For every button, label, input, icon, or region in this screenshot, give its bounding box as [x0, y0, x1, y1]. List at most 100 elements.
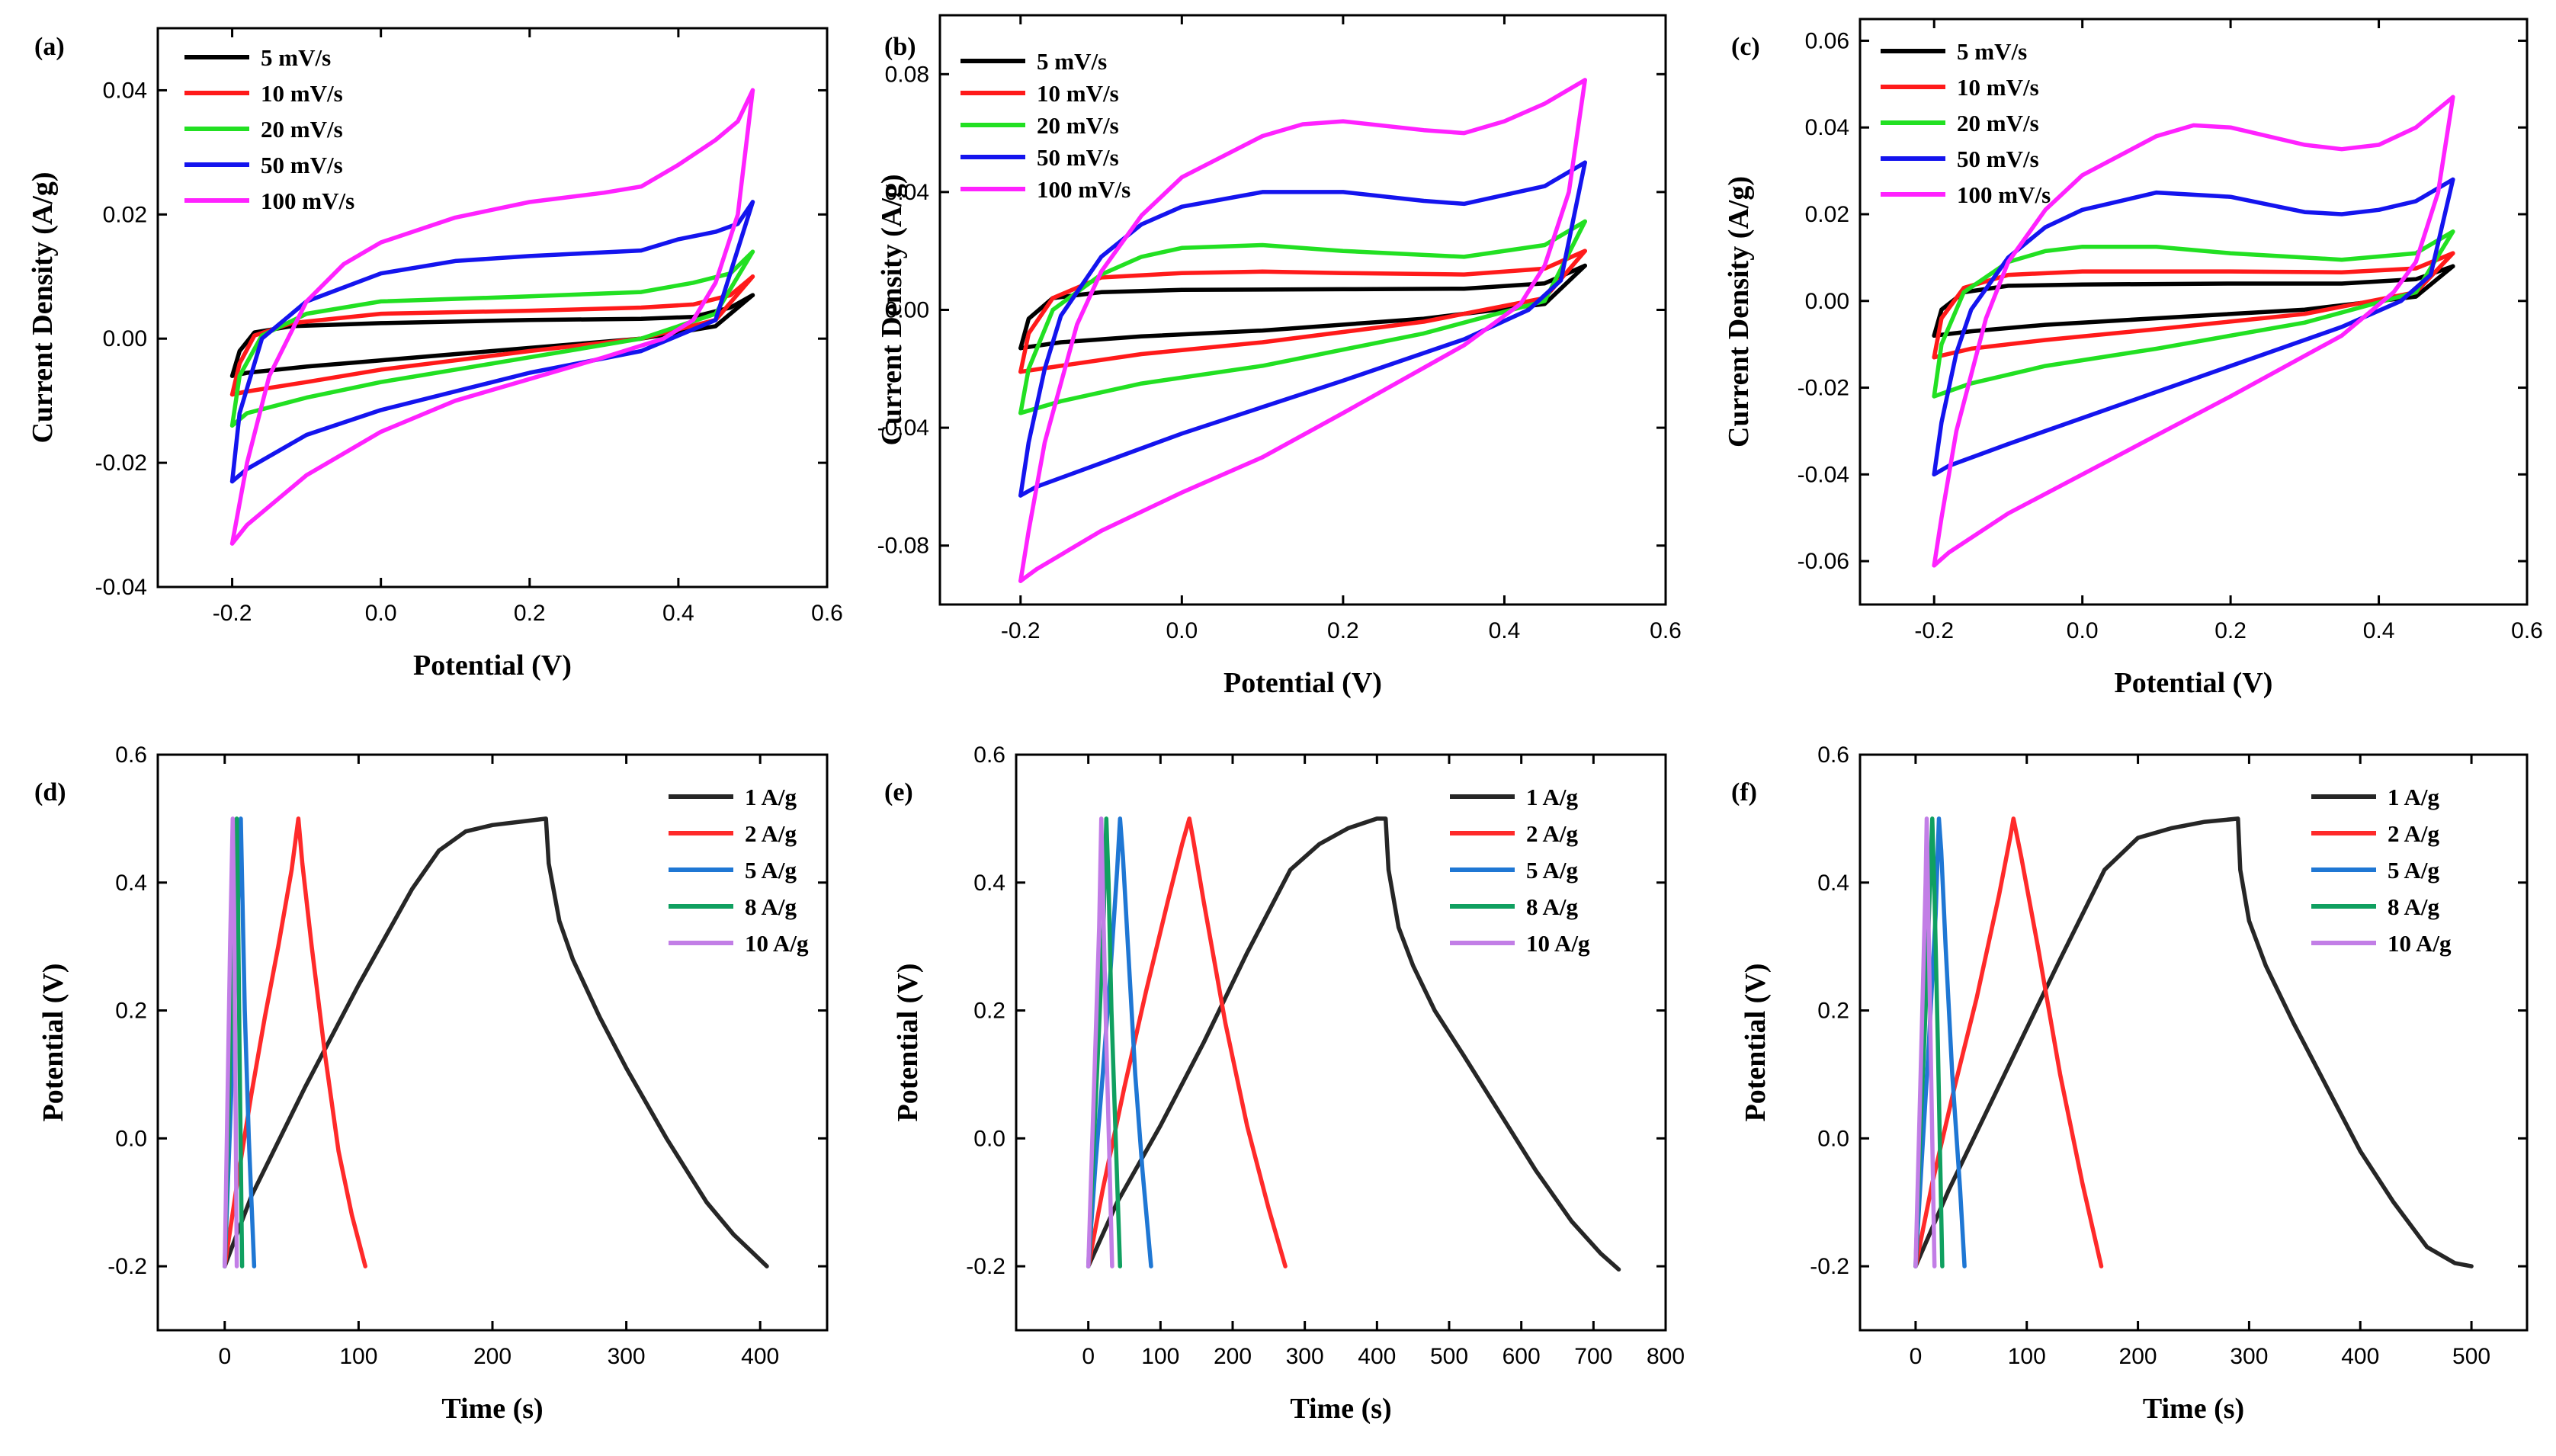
- y-tick-label: -0.04: [1798, 462, 1849, 487]
- series-line-100-mv-s: [229, 88, 755, 546]
- series-line-20-mv-s: [229, 249, 755, 428]
- series-line-100-mv-s: [229, 88, 755, 546]
- y-axis-title: Current Density (A/g): [876, 174, 908, 445]
- legend-label: 10 mV/s: [1037, 80, 1119, 107]
- x-tick-label: 200: [2119, 1344, 2157, 1369]
- series-line-10-mv-s: [229, 274, 755, 397]
- y-axis-title: Potential (V): [1740, 964, 1772, 1122]
- x-tick-label: 700: [1574, 1344, 1612, 1369]
- legend-label: 8 A/g: [2388, 893, 2440, 920]
- panel-b: -0.2 0.0 0.2 0.4 0.6 -0.08 -0.04 0.00 0.04 0.08 Po…: [876, 14, 1682, 699]
- series-line-5-mv-s: [1018, 263, 1587, 351]
- x-tick-label: 0.2: [1327, 618, 1359, 643]
- x-axis-title: Time (s): [2143, 1393, 2244, 1425]
- y-tick-label: 0.6: [973, 742, 1005, 768]
- series-line-10-a-g: [223, 816, 239, 1268]
- y-tick-label: -0.08: [877, 534, 929, 559]
- series-line-5-mv-s: [1018, 263, 1587, 351]
- series-line-5-a-g: [1913, 816, 1967, 1268]
- panel-label: (e): [884, 778, 913, 807]
- x-axis-title: Time (s): [1290, 1393, 1391, 1425]
- legend: 5 mV/s 10 mV/s 20 mV/s 50 mV/s 100 mV/s: [961, 48, 1130, 203]
- y-tick-label: -0.2: [966, 1254, 1005, 1279]
- series-line-20-mv-s: [1932, 229, 2455, 399]
- x-tick-label: 0.0: [2067, 618, 2099, 643]
- panel-label: (d): [34, 778, 66, 807]
- x-tick-label: -0.2: [213, 601, 252, 626]
- x-tick-label: 400: [2341, 1344, 2379, 1369]
- x-axis-title: Potential (V): [413, 649, 572, 681]
- x-tick-label: 0.2: [514, 601, 546, 626]
- legend-label: 10 mV/s: [1957, 74, 2039, 101]
- series-line-5-a-g: [1086, 816, 1153, 1268]
- y-tick-label: 0.02: [103, 202, 147, 227]
- legend-label: 50 mV/s: [1957, 146, 2039, 172]
- legend-label: 2 A/g: [1526, 820, 1579, 847]
- y-tick-label: 0.4: [115, 871, 147, 896]
- x-tick-label: 0.6: [811, 601, 843, 626]
- series-line-5-mv-s: [229, 293, 755, 378]
- x-tick-label: 300: [1286, 1344, 1324, 1369]
- x-tick-label: -0.2: [1001, 618, 1041, 643]
- legend-label: 10 A/g: [745, 930, 809, 957]
- series-group: [223, 816, 769, 1268]
- x-tick-label: 600: [1502, 1344, 1541, 1369]
- y-axis-title: Potential (V): [892, 964, 924, 1122]
- series-group: [229, 88, 755, 546]
- y-tick-label: 0.4: [973, 871, 1005, 896]
- series-line-20-mv-s: [1932, 229, 2455, 399]
- legend-label: 100 mV/s: [1957, 181, 2051, 208]
- y-axis-title: Current Density (A/g): [27, 172, 59, 443]
- series-group: [1086, 816, 1621, 1272]
- series-line-20-mv-s: [1018, 219, 1587, 415]
- x-tick-label: -0.2: [1914, 618, 1954, 643]
- legend-label: 1 A/g: [745, 784, 797, 810]
- x-tick-label: 300: [608, 1344, 646, 1369]
- legend-label: 20 mV/s: [1037, 112, 1119, 139]
- series-line-50-mv-s: [1018, 160, 1587, 498]
- y-tick-label: -0.06: [1798, 549, 1849, 574]
- y-tick-label: -0.2: [107, 1254, 147, 1279]
- plot-frame: [1858, 753, 2529, 1332]
- legend-label: 5 mV/s: [1957, 38, 2027, 65]
- series-line-1-a-g: [1913, 816, 2474, 1268]
- x-tick-label: 0.6: [2511, 618, 2543, 643]
- y-tick-label: 0.0: [115, 1126, 147, 1151]
- y-tick-label: 0.4: [1817, 871, 1849, 896]
- legend-label: 1 A/g: [2388, 784, 2440, 810]
- legend: 1 A/g 2 A/g 5 A/g 8 A/g 10 A/g: [669, 784, 809, 957]
- series-line-10-mv-s: [1932, 251, 2455, 360]
- x-tick-label: 0.0: [365, 601, 397, 626]
- y-tick-label: 0.2: [973, 999, 1005, 1024]
- y-tick-label: 0.0: [1817, 1126, 1849, 1151]
- x-tick-label: 0.6: [1650, 618, 1682, 643]
- series-line-100-mv-s: [1932, 95, 2455, 568]
- y-tick-label: -0.02: [95, 451, 147, 476]
- y-tick-label: 0.08: [885, 62, 929, 87]
- legend-label: 2 A/g: [745, 820, 797, 847]
- x-tick-label: 100: [1141, 1344, 1179, 1369]
- x-tick-label: 0: [218, 1344, 231, 1369]
- legend-label: 5 A/g: [745, 857, 797, 884]
- y-axis-title: Current Density (A/g): [1723, 176, 1755, 447]
- legend-label: 5 mV/s: [261, 44, 331, 71]
- series-line-2-a-g: [1086, 816, 1288, 1268]
- legend-label: 100 mV/s: [261, 188, 354, 214]
- x-tick-label: 0.4: [2363, 618, 2395, 643]
- panel-f: 0 100 200 300 400 500 -0.2 0.0 0.2 0.4 0.6 Time (s)…: [1731, 742, 2529, 1425]
- legend-label: 5 A/g: [1526, 857, 1579, 884]
- series-group: [1932, 95, 2455, 568]
- x-tick-label: 100: [2008, 1344, 2046, 1369]
- plot-frame: [1015, 753, 1667, 1332]
- series-line-2-a-g: [223, 816, 367, 1268]
- y-tick-label: 0.2: [1817, 999, 1849, 1024]
- series-line-50-mv-s: [229, 200, 755, 484]
- x-tick-label: 0.0: [1166, 618, 1198, 643]
- series-line-10-a-g: [1913, 816, 1937, 1268]
- series-line-50-mv-s: [1932, 177, 2455, 477]
- legend-label: 20 mV/s: [261, 116, 343, 143]
- x-tick-label: 300: [2230, 1344, 2268, 1369]
- series-line-10-mv-s: [1018, 249, 1587, 374]
- legend-label: 8 A/g: [1526, 893, 1579, 920]
- panel-d: 0 100 200 300 400 -0.2 0.0 0.2 0.4 0.6 Time (s) Pot…: [34, 742, 829, 1425]
